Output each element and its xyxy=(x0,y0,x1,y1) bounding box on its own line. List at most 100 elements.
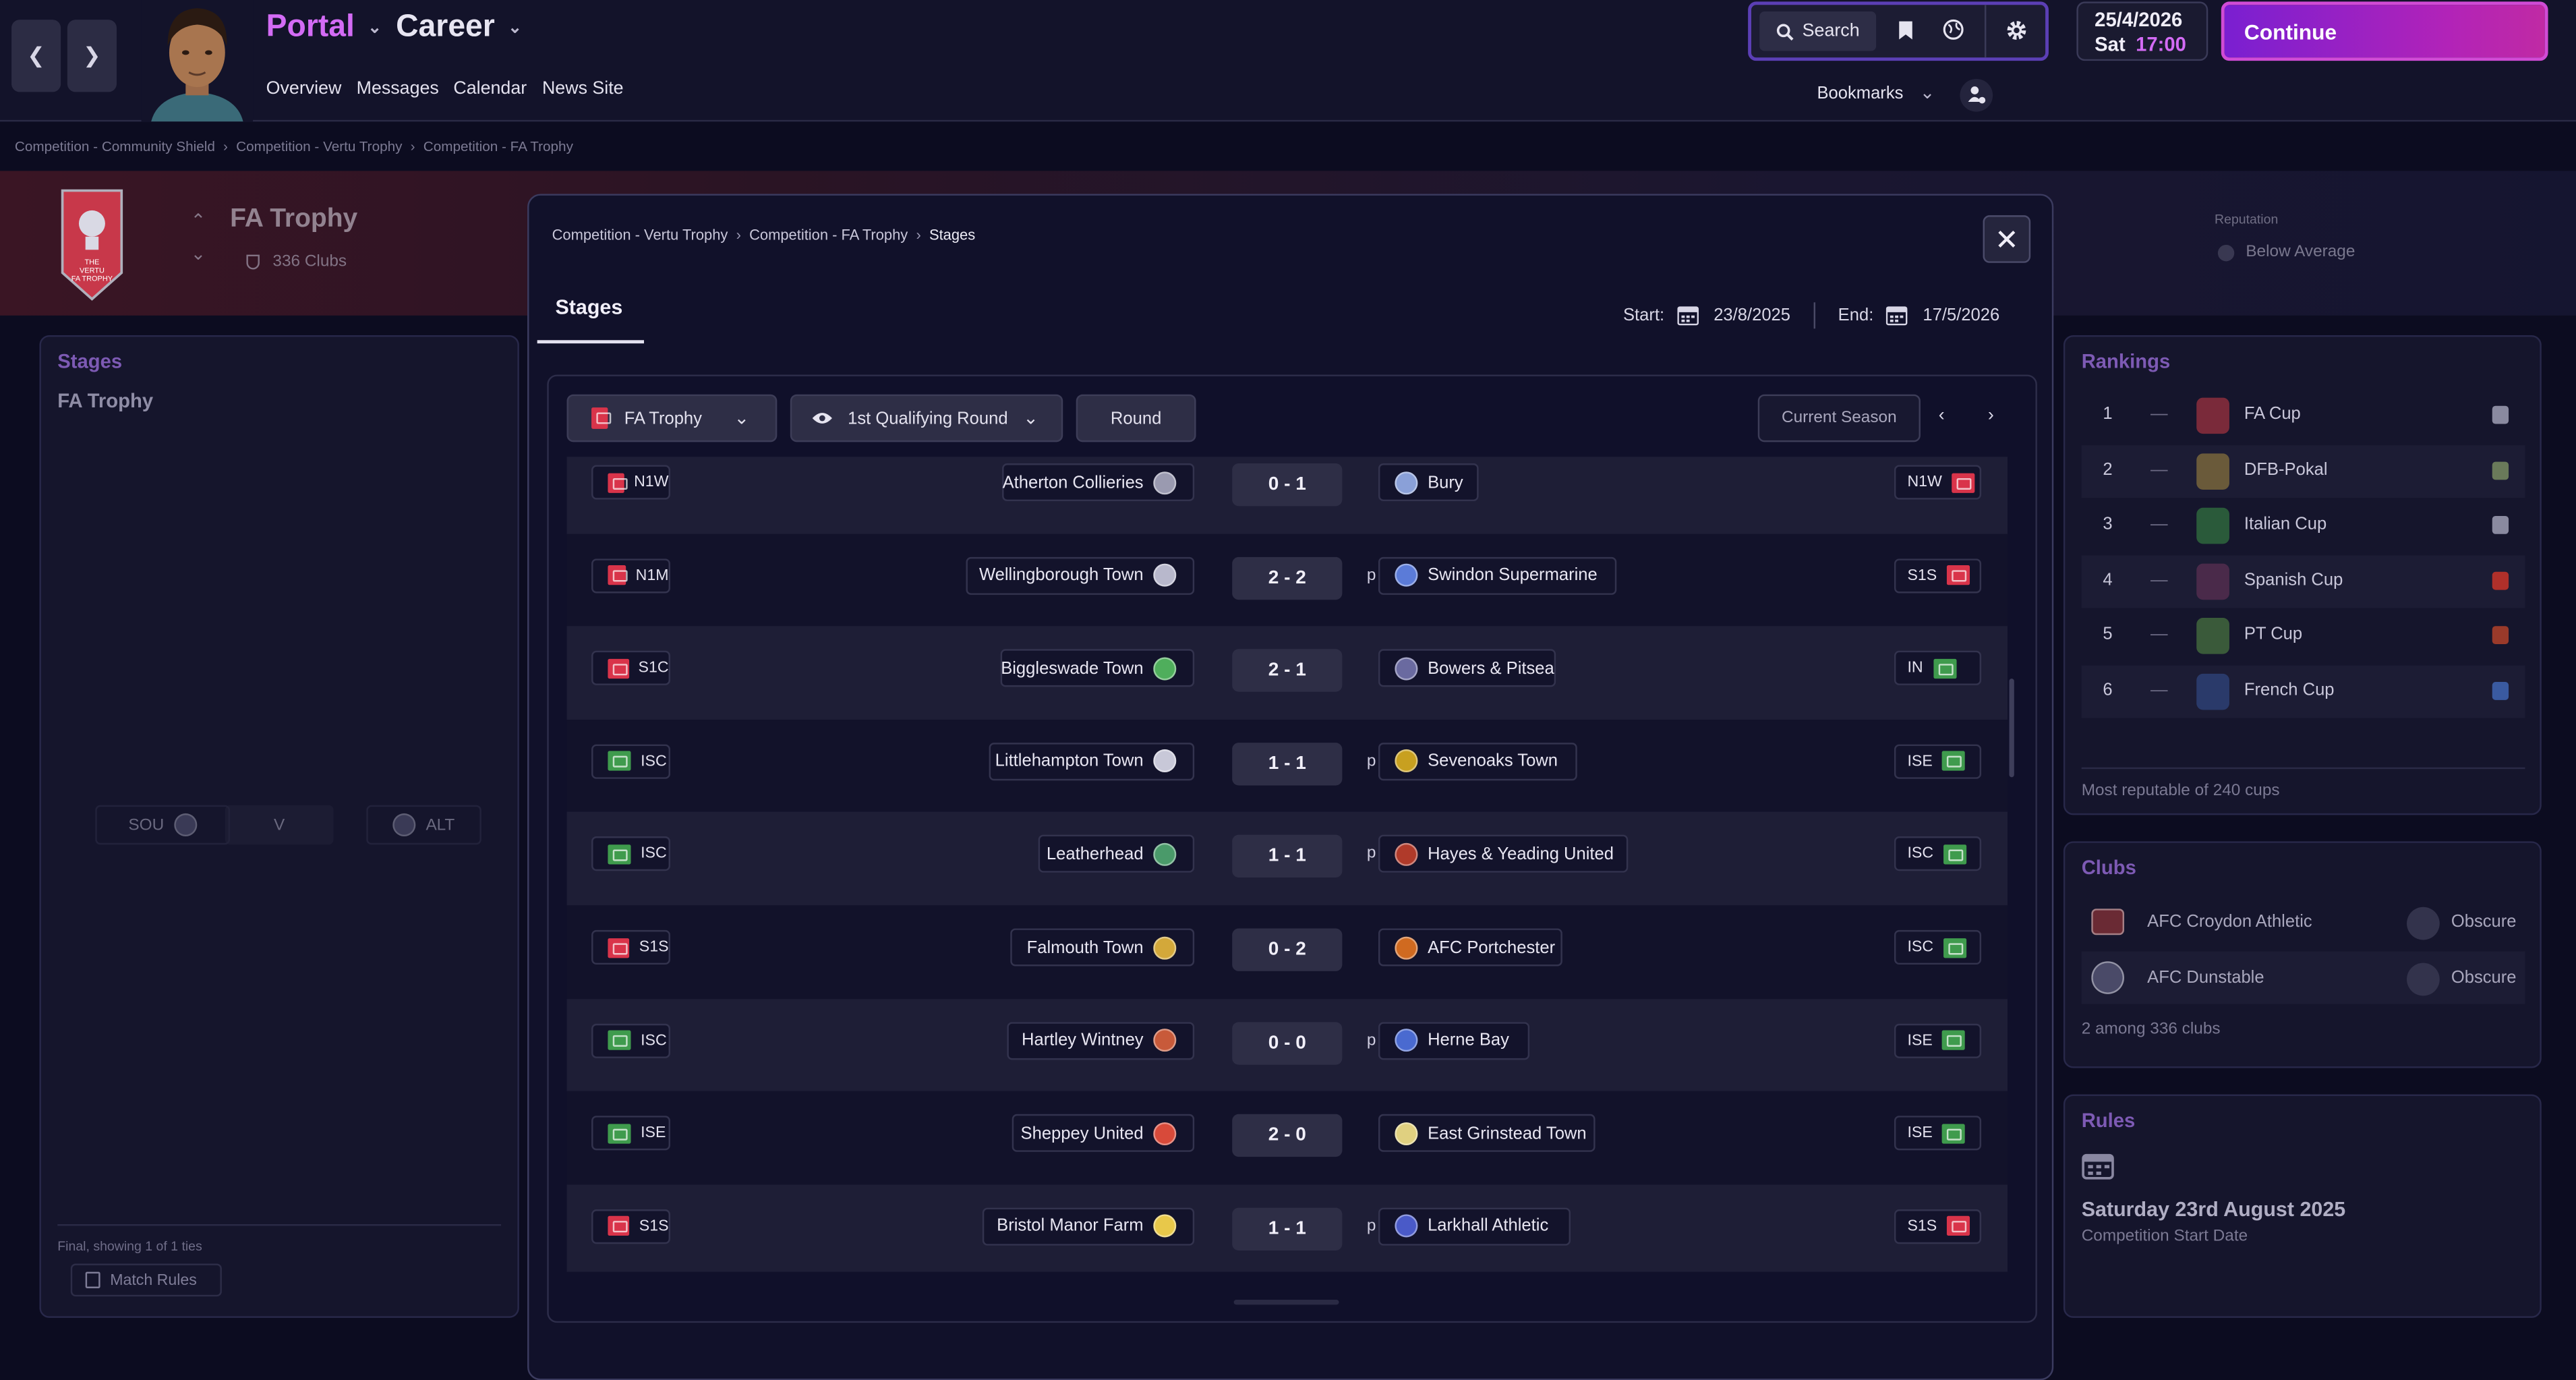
away-team[interactable]: Hayes & Yeading United xyxy=(1378,835,1629,873)
away-league-chip[interactable]: ISE xyxy=(1894,1116,1982,1151)
home-team[interactable]: Biggleswade Town xyxy=(1000,649,1195,687)
next-season-button[interactable]: › xyxy=(1988,406,1994,426)
home-league-chip[interactable]: N1M xyxy=(591,558,670,593)
fixture-row[interactable]: N1W Atherton Collieries 0 - 1 Bury N1W xyxy=(566,457,2008,534)
away-league-chip[interactable]: ISC xyxy=(1894,836,1982,872)
round-button[interactable]: Round xyxy=(1076,394,1196,442)
away-league-chip[interactable]: ISE xyxy=(1894,744,1982,779)
portal-menu[interactable]: Portal ⌄ xyxy=(266,10,382,47)
home-team[interactable]: Atherton Collieries xyxy=(1002,463,1195,502)
home-team[interactable]: Wellingborough Town xyxy=(966,556,1195,594)
home-league-chip[interactable]: S1S xyxy=(591,929,670,965)
ranking-row[interactable]: 2 — DFB-Pokal xyxy=(2081,444,2525,498)
nav-messages[interactable]: Messages xyxy=(356,78,439,99)
nav-overview[interactable]: Overview xyxy=(266,78,342,99)
breadcrumb-item[interactable]: Competition - Vertu Trophy xyxy=(552,227,728,243)
close-button[interactable] xyxy=(1983,215,2031,263)
ranking-row[interactable]: 3 — Italian Cup xyxy=(2082,500,2525,552)
away-league-chip[interactable]: IN xyxy=(1894,651,1982,686)
club-row[interactable]: AFC Croydon Athletic Obscure xyxy=(2082,896,2525,948)
nav-news-site[interactable]: News Site xyxy=(541,78,624,99)
previous-season-button[interactable]: ‹ xyxy=(1939,406,1945,426)
game-date[interactable]: 25/4/2026 Sat 17:00 xyxy=(2076,1,2208,61)
breadcrumb-item[interactable]: Competition - Community Shield xyxy=(14,138,215,155)
ranking-row[interactable]: 5 — PT Cup xyxy=(2082,610,2525,663)
home-team-chip[interactable]: SOU xyxy=(95,805,231,845)
away-team[interactable]: AFC Portchester xyxy=(1378,928,1562,967)
back-button[interactable]: ❮ xyxy=(11,20,61,92)
away-team[interactable]: Herne Bay xyxy=(1378,1021,1530,1060)
score-button[interactable]: 1 - 1 xyxy=(1232,1207,1343,1250)
chevron-down-icon[interactable]: ⌄ xyxy=(190,244,206,265)
score-button[interactable]: 0 - 2 xyxy=(1232,928,1343,971)
club-row[interactable]: AFC Dunstable Obscure xyxy=(2081,951,2525,1004)
away-team-chip[interactable]: ALT xyxy=(366,805,481,845)
ranking-row[interactable]: 6 — French Cup xyxy=(2081,665,2525,718)
home-team[interactable]: Littlehampton Town xyxy=(989,742,1195,780)
manager-avatar[interactable] xyxy=(141,0,254,122)
home-team[interactable]: Falmouth Town xyxy=(1010,928,1195,967)
fixture-row[interactable]: S1S Bristol Manor Farm 1 - 1 p Larkhall Athl… xyxy=(566,1184,2008,1272)
away-league-chip[interactable]: S1S xyxy=(1894,558,1982,593)
away-team[interactable]: Larkhall Athletic xyxy=(1378,1207,1571,1246)
score-button[interactable]: 0 - 0 xyxy=(1232,1021,1343,1064)
fixture-row[interactable]: S1S Falmouth Town 0 - 2 AFC Portchester ISC xyxy=(566,905,2008,999)
score-button[interactable]: 1 - 1 xyxy=(1232,835,1343,878)
home-league-chip[interactable]: ISC xyxy=(591,836,670,872)
away-team[interactable]: Bury xyxy=(1378,463,1479,502)
people-button[interactable] xyxy=(1960,78,1993,112)
away-league-chip[interactable]: ISC xyxy=(1894,929,1982,965)
career-menu[interactable]: Career ⌄ xyxy=(396,10,522,47)
ranking-row[interactable]: 1 — FA Cup xyxy=(2082,389,2525,442)
current-season-button[interactable]: Current Season xyxy=(1757,394,1921,442)
tab-stages[interactable]: Stages xyxy=(555,295,623,319)
away-league-chip[interactable]: ISE xyxy=(1894,1023,1982,1058)
score-button[interactable]: 2 - 2 xyxy=(1232,556,1343,600)
home-league-chip[interactable]: ISC xyxy=(591,1023,670,1058)
fixture-row[interactable]: S1C Biggleswade Town 2 - 1 Bowers & Pitsea I… xyxy=(566,626,2008,720)
home-league-chip[interactable]: S1C xyxy=(591,651,670,686)
score-button[interactable]: 1 - 1 xyxy=(1232,742,1343,786)
scrollbar[interactable] xyxy=(2009,679,2014,778)
chevron-up-icon[interactable]: ⌃ xyxy=(190,212,206,232)
away-team[interactable]: Sevenoaks Town xyxy=(1378,742,1577,780)
world-button[interactable] xyxy=(1942,18,1965,41)
fixture-row[interactable]: ISE Sheppey United 2 - 0 East Grinstead Tow… xyxy=(566,1091,2008,1184)
away-league-chip[interactable]: N1W xyxy=(1894,465,1982,500)
home-league-chip[interactable]: ISE xyxy=(591,1116,670,1151)
forward-button[interactable]: ❯ xyxy=(67,20,117,92)
competition-select[interactable]: FA Trophy ⌄ xyxy=(566,394,778,442)
fixture-row[interactable]: N1M Wellingborough Town 2 - 2 p Swindon Supe… xyxy=(566,533,2008,627)
bookmarks-menu[interactable]: Bookmarks ⌄ xyxy=(1817,82,1935,103)
home-league-chip[interactable]: N1W xyxy=(591,465,670,500)
fixture-row[interactable]: ISC Littlehampton Town 1 - 1 p Sevenoaks Tow… xyxy=(566,719,2008,813)
nav-calendar[interactable]: Calendar xyxy=(453,78,527,99)
home-league-chip[interactable]: S1S xyxy=(591,1209,670,1244)
home-team[interactable]: Sheppey United xyxy=(1012,1114,1195,1153)
fixture-row[interactable]: ISC Hartley Wintney 0 - 0 p Herne Bay ISE xyxy=(566,998,2008,1092)
settings-button[interactable] xyxy=(2004,18,2029,43)
breadcrumb-item[interactable]: Competition - FA Trophy xyxy=(749,227,908,243)
away-team[interactable]: Swindon Supermarine xyxy=(1378,556,1617,594)
breadcrumb-item[interactable]: Competition - Vertu Trophy xyxy=(236,138,403,155)
home-team[interactable]: Leatherhead xyxy=(1038,835,1195,873)
home-team[interactable]: Bristol Manor Farm xyxy=(982,1207,1195,1246)
away-league-chip[interactable]: S1S xyxy=(1894,1209,1982,1244)
fixture-row[interactable]: ISC Leatherhead 1 - 1 p Hayes & Yeading Unit… xyxy=(566,812,2008,906)
score-button[interactable]: 2 - 1 xyxy=(1232,649,1343,693)
fixtures-list[interactable]: N1W Atherton Collieries 0 - 1 Bury N1W N1M Wel… xyxy=(549,457,2036,1272)
away-team[interactable]: East Grinstead Town xyxy=(1378,1114,1596,1153)
score-button[interactable]: 0 - 1 xyxy=(1232,463,1343,507)
home-team[interactable]: Hartley Wintney xyxy=(1007,1021,1195,1060)
bookmark-button[interactable] xyxy=(1898,20,1914,41)
match-rules-button[interactable]: Match Rules xyxy=(70,1263,222,1297)
versus-chip[interactable]: V xyxy=(225,805,334,845)
round-select[interactable]: 1st Qualifying Round ⌄ xyxy=(790,394,1063,442)
breadcrumb-item[interactable]: Competition - FA Trophy xyxy=(423,138,573,155)
continue-button[interactable]: Continue xyxy=(2221,1,2548,61)
search-button[interactable]: Search xyxy=(1759,11,1877,51)
away-team[interactable]: Bowers & Pitsea xyxy=(1378,649,1556,687)
home-league-chip[interactable]: ISC xyxy=(591,744,670,779)
ranking-row[interactable]: 4 — Spanish Cup xyxy=(2081,554,2525,608)
score-button[interactable]: 2 - 0 xyxy=(1232,1114,1343,1157)
